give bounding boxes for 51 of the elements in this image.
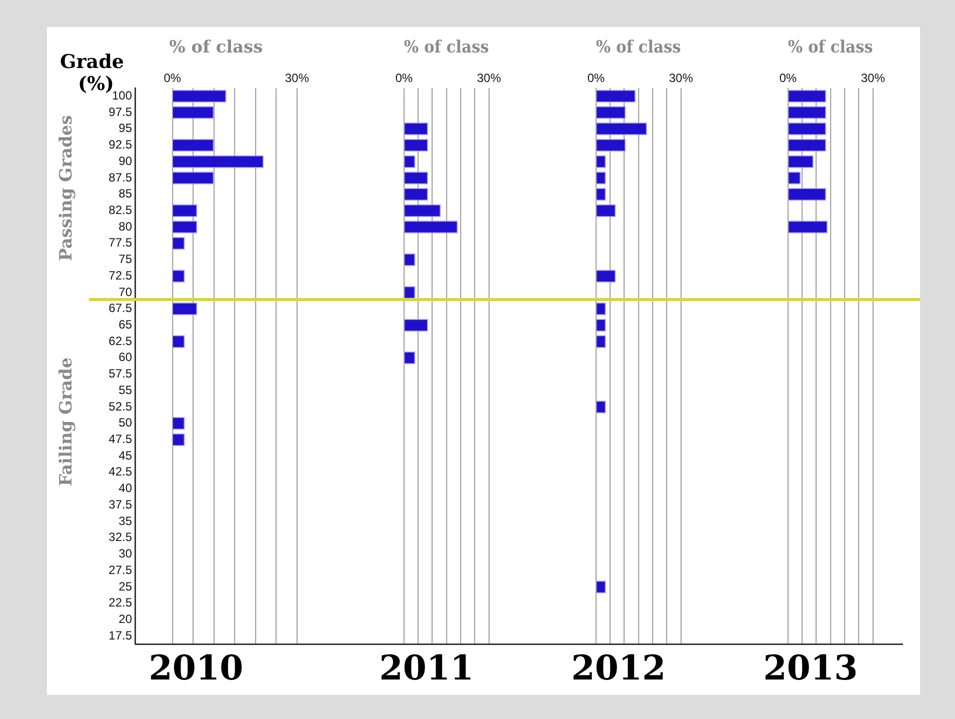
y-tick-label: 52.5 <box>108 399 132 414</box>
x-tick-label: 30% <box>284 71 310 86</box>
y-tick-label: 67.5 <box>108 301 132 316</box>
y-tick-label: 57.5 <box>108 366 132 381</box>
y-tick-label: 65 <box>118 318 132 332</box>
y-tick-label: 35 <box>118 514 132 528</box>
text: Failing Grade <box>56 357 76 486</box>
y-tick-label: 32.5 <box>108 530 132 544</box>
y-tick-label: 87.5 <box>108 170 132 184</box>
y-tick-label: 75 <box>118 252 132 266</box>
text: 2013 <box>763 648 858 688</box>
y-tick-label: 90 <box>118 154 132 168</box>
y-tick-label: 77.5 <box>108 236 132 250</box>
y-tick-label: 27.5 <box>108 562 132 577</box>
y-tick-label: 60 <box>118 350 132 364</box>
y-tick-label: 97.5 <box>108 104 132 119</box>
y-tick-label: 50 <box>118 416 132 430</box>
x-tick-label: 0% <box>164 71 182 86</box>
x-tick-label: 0% <box>779 71 797 86</box>
y-tick-label: 20 <box>118 612 132 626</box>
y-tick-label: 40 <box>118 481 132 496</box>
x-tick-label: 0% <box>395 71 413 86</box>
x-axis-title: % of class <box>788 36 873 57</box>
x-axis-title: % of class <box>404 36 489 57</box>
y-tick-label: 37.5 <box>108 497 132 512</box>
y-tick-label: 17.5 <box>108 628 132 642</box>
y-tick-label: 45 <box>118 448 132 462</box>
y-tick-label: 62.5 <box>108 334 132 348</box>
x-axis-title: % of class <box>169 38 263 58</box>
y-tick-label: 82.5 <box>108 203 132 218</box>
y-tick-label: 95 <box>118 121 132 136</box>
y-tick-label: 47.5 <box>108 432 132 446</box>
x-tick-label: 0% <box>587 71 605 86</box>
y-tick-label: 80 <box>118 219 132 234</box>
text: 2010 <box>148 648 244 688</box>
text: 2012 <box>571 648 666 688</box>
text: 2011 <box>379 648 474 688</box>
y-tick-label: 22.5 <box>108 596 132 610</box>
y-tick-label: 85 <box>118 186 132 201</box>
y-tick-label: 72.5 <box>108 268 132 282</box>
x-tick-label: 30% <box>860 71 886 86</box>
y-tick-label: 92.5 <box>108 138 132 152</box>
text: Passing Grades <box>56 115 76 262</box>
y-tick-label: 70 <box>118 284 132 299</box>
x-tick-label: 30% <box>476 71 502 86</box>
x-axis-title: % of class <box>596 36 681 57</box>
y-tick-label: 25 <box>118 579 132 594</box>
y-tick-label: 30 <box>118 546 132 561</box>
x-tick-label: 30% <box>668 71 694 86</box>
y-tick-label: 42.5 <box>108 464 132 479</box>
y-tick-label: 55 <box>118 382 132 397</box>
